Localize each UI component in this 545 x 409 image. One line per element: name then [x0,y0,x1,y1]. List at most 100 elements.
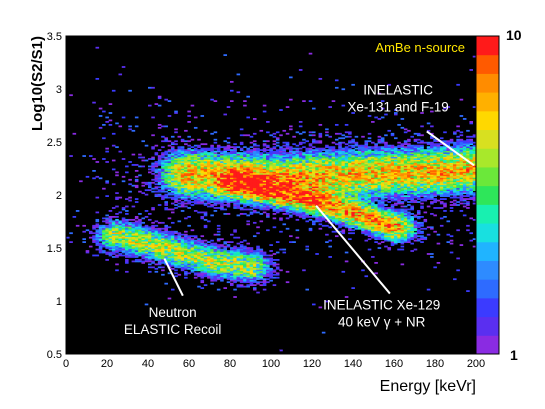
heatmap-cell [216,239,221,242]
heatmap-cell [249,267,254,270]
heatmap-cell [315,183,319,186]
heatmap-cell [354,211,359,214]
heatmap-cell [134,221,139,224]
heatmap-cell [289,161,293,163]
heatmap-cell [239,244,244,246]
heatmap-cell [351,196,355,199]
heatmap-cell [223,155,228,157]
heatmap-cell [351,141,355,144]
heatmap-cell [262,202,267,205]
heatmap-cell [377,138,382,141]
heatmap-cell [289,150,293,153]
heatmap-cell [180,162,185,165]
heatmap-cell [371,218,375,221]
heatmap-cell [262,110,267,113]
heatmap-cell [243,279,247,282]
heatmap-cell [239,143,244,146]
heatmap-cell [252,264,257,267]
heatmap-cell [285,171,290,174]
heatmap-cell [226,198,231,200]
heatmap-cell [239,153,244,156]
heatmap-cell [157,242,162,245]
heatmap-cell [315,150,319,153]
heatmap-cell [341,204,346,206]
heatmap-cell [348,238,352,241]
heatmap-cell [348,201,352,203]
heatmap-cell [187,236,191,239]
heatmap-cell [216,272,221,275]
heatmap-cell [180,260,185,263]
heatmap-cell [312,162,316,165]
heatmap-cell [321,218,326,221]
heatmap-cell [318,153,323,156]
heatmap-cell [197,260,201,263]
heatmap-cell [256,192,260,195]
heatmap-cell [177,220,182,223]
heatmap-cell [305,167,310,169]
heatmap-cell [357,224,362,227]
heatmap-cell [302,187,306,190]
heatmap-cell [298,207,303,209]
heatmap-cell [213,198,218,200]
heatmap-cell [164,177,168,180]
heatmap-cell [377,159,382,162]
heatmap-cell [193,190,198,193]
heatmap-cell [203,251,208,254]
heatmap-cell [85,251,90,254]
heatmap-cell [279,195,283,197]
heatmap-cell [364,186,369,189]
heatmap-cell [243,186,247,189]
heatmap-cell [266,168,270,171]
heatmap-cell [305,183,310,186]
heatmap-cell [364,198,369,200]
heatmap-cell [338,187,342,190]
heatmap-cell [233,177,237,180]
heatmap-cell [275,155,280,157]
heatmap-cell [361,221,365,224]
heatmap-cell [203,272,208,275]
heatmap-cell [138,224,142,227]
heatmap-cell [207,254,211,257]
heatmap-cell [164,165,168,168]
heatmap-cell [233,155,237,157]
heatmap-cell [279,149,283,151]
heatmap-cell [338,175,342,178]
heatmap-cell [233,192,237,195]
heatmap-cell [233,162,237,165]
heatmap-cell [210,266,214,269]
heatmap-cell [334,199,339,202]
heatmap-cell [282,141,287,144]
heatmap-cell [357,213,362,215]
heatmap-cell [230,279,234,282]
heatmap-cell [377,177,382,180]
heatmap-cell [249,281,254,284]
heatmap-cell [357,159,362,162]
heatmap-cell [344,210,349,212]
heatmap-cell [354,161,359,163]
heatmap-cell [308,178,313,181]
heatmap-cell [210,279,214,282]
heatmap-cell [325,158,329,160]
heatmap-cell [75,224,80,227]
heatmap-cell [118,245,123,248]
heatmap-cell [357,168,362,171]
heatmap-cell [259,175,264,178]
heatmap-cell [292,174,296,177]
heatmap-cell [233,236,237,239]
heatmap-cell [312,169,316,172]
heatmap-cell [374,232,378,235]
heatmap-cell [334,156,339,159]
heatmap-cell [246,266,250,269]
heatmap-cell [351,190,355,193]
heatmap-cell [249,183,254,186]
heatmap-cell [138,253,142,255]
heatmap-cell [167,251,172,254]
heatmap-cell [210,174,214,177]
heatmap-cell [184,187,188,190]
heatmap-cell [318,217,323,220]
heatmap-cell [203,202,208,205]
heatmap-cell [193,168,198,171]
heatmap-cell [157,250,162,252]
heatmap-cell [302,155,306,157]
heatmap-cell [318,181,323,184]
